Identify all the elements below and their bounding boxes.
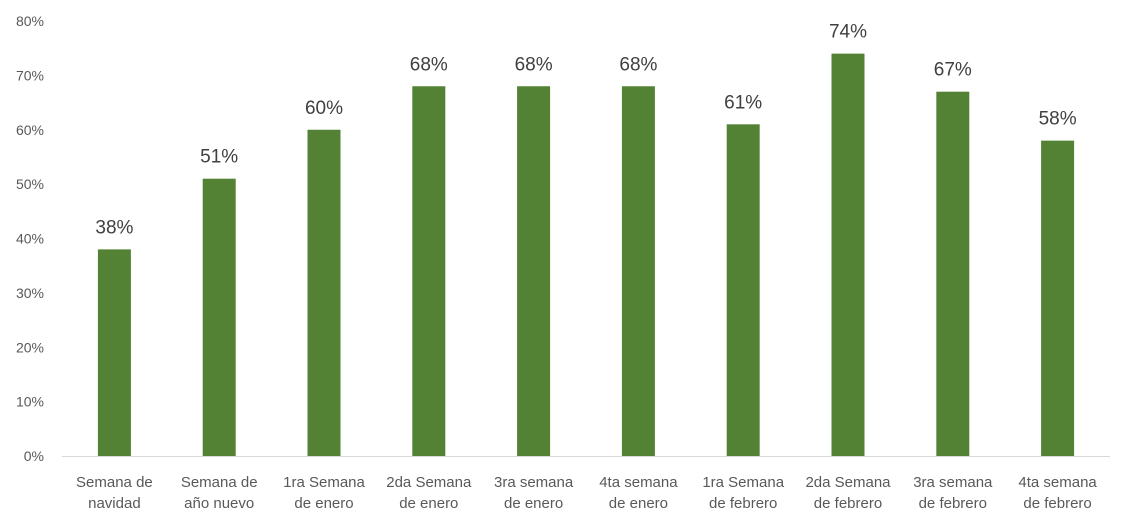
- x-category-label: 3ra semana de enero: [494, 474, 574, 512]
- data-labels: 38% 51% 60% 68% 68% 68% 61% 74% 67% 58%: [95, 22, 1076, 239]
- x-category-label-line: de enero: [399, 495, 458, 512]
- data-label: 58%: [1039, 109, 1077, 130]
- x-category-label: 2da Semana de enero: [386, 474, 472, 512]
- bar: [307, 129, 341, 456]
- y-tick-label: 20%: [16, 339, 44, 355]
- data-label: 51%: [200, 147, 238, 168]
- data-label: 38%: [95, 217, 133, 238]
- data-label: 74%: [829, 22, 867, 43]
- x-category-label-line: navidad: [88, 495, 141, 512]
- x-category-label-line: 3ra semana: [494, 474, 574, 491]
- bar: [517, 86, 551, 456]
- x-category-label: 4ta semana de febrero: [1018, 474, 1097, 512]
- x-category-label-line: 1ra Semana: [283, 474, 365, 491]
- x-axis-category-labels: Semana de navidad Semana de año nuevo 1ra Se…: [76, 474, 1097, 512]
- bar: [831, 53, 865, 456]
- x-category-label: 1ra Semana de febrero: [702, 474, 784, 512]
- x-category-label: Semana de navidad: [76, 474, 153, 512]
- x-category-label-line: de febrero: [709, 495, 777, 512]
- data-label: 61%: [724, 92, 762, 113]
- x-category-label-line: 4ta semana: [1018, 474, 1097, 491]
- data-label: 68%: [515, 54, 553, 75]
- y-tick-label: 40%: [16, 231, 44, 247]
- data-label: 68%: [619, 54, 657, 75]
- x-category-label-line: 2da Semana: [805, 474, 891, 491]
- x-category-label-line: de febrero: [919, 495, 987, 512]
- x-category-label-line: 3ra semana: [913, 474, 993, 491]
- x-category-label-line: de enero: [609, 495, 668, 512]
- y-tick-label: 50%: [16, 176, 44, 192]
- x-category-label-line: año nuevo: [184, 495, 254, 512]
- x-category-label: 3ra semana de febrero: [913, 474, 993, 512]
- bar: [412, 86, 446, 456]
- y-tick-label: 60%: [16, 122, 44, 138]
- x-category-label-line: Semana de: [76, 474, 153, 491]
- x-category-label: 2da Semana de febrero: [805, 474, 891, 512]
- bar: [202, 178, 236, 456]
- x-category-label: Semana de año nuevo: [181, 474, 258, 512]
- bar: [621, 86, 655, 456]
- x-category-label-line: de enero: [294, 495, 353, 512]
- y-tick-label: 10%: [16, 394, 44, 410]
- y-tick-label: 0%: [24, 448, 44, 464]
- bar: [726, 124, 760, 456]
- bar: [1041, 140, 1075, 456]
- y-tick-label: 70%: [16, 67, 44, 83]
- x-category-label-line: de enero: [504, 495, 563, 512]
- data-label: 68%: [410, 54, 448, 75]
- data-label: 60%: [305, 98, 343, 119]
- bars: [97, 53, 1075, 456]
- x-category-label: 4ta semana de enero: [599, 474, 678, 512]
- bar: [936, 91, 970, 456]
- x-category-label-line: 1ra Semana: [702, 474, 784, 491]
- y-tick-label: 80%: [16, 13, 44, 29]
- x-category-label-line: de febrero: [814, 495, 882, 512]
- bar: [97, 249, 131, 456]
- x-category-label-line: 4ta semana: [599, 474, 678, 491]
- y-axis-ticks: 0% 10% 20% 30% 40% 50% 60% 70% 80%: [16, 13, 44, 464]
- x-category-label-line: Semana de: [181, 474, 258, 491]
- x-category-label-line: 2da Semana: [386, 474, 472, 491]
- data-label: 67%: [934, 60, 972, 81]
- y-tick-label: 30%: [16, 285, 44, 301]
- x-category-label-line: de febrero: [1023, 495, 1091, 512]
- x-category-label: 1ra Semana de enero: [283, 474, 365, 512]
